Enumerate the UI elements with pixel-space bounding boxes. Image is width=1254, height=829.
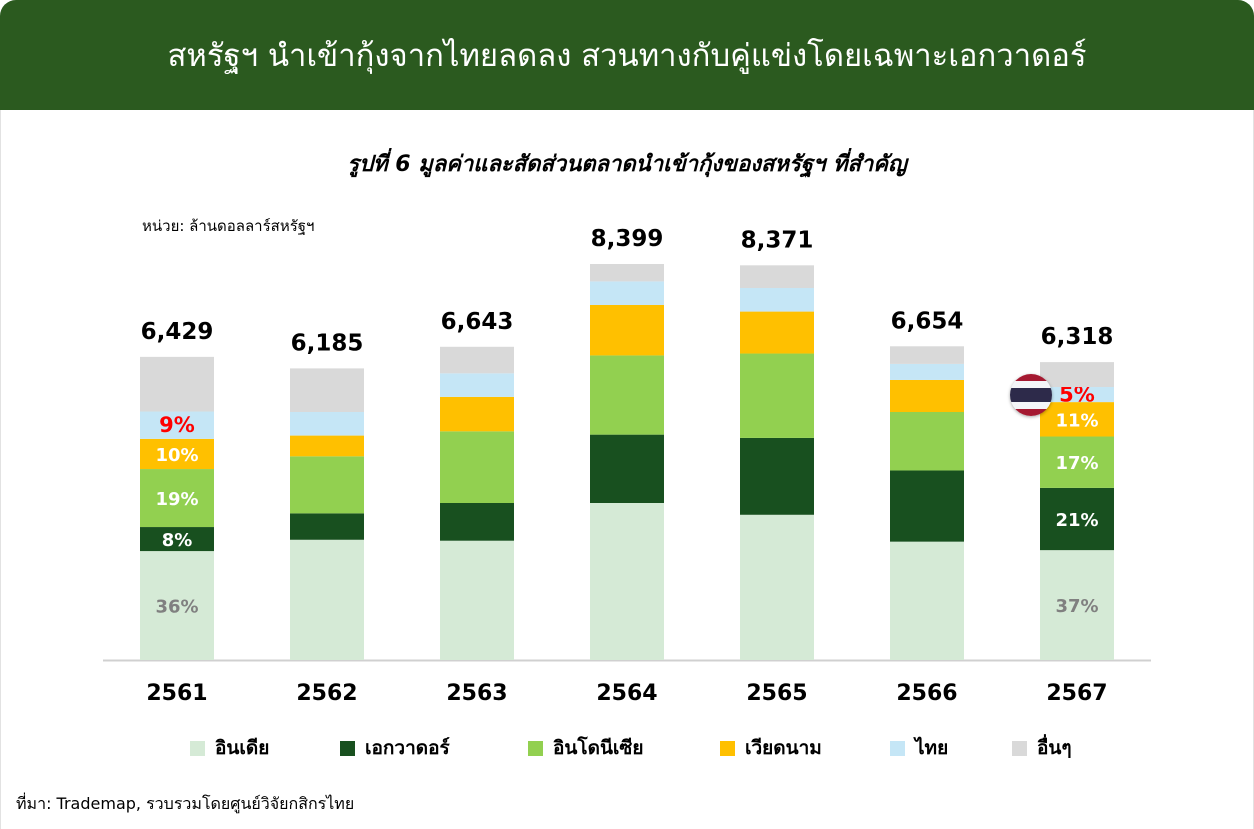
bar-segment-2561-4 [140,411,214,439]
bar-segment-2567-2 [1040,436,1114,488]
bar-segment-2562-4 [290,411,364,436]
share-label-2567-0: 37% [1055,596,1098,617]
bar-segment-2565-4 [740,287,814,312]
legend-label: อินเดีย [215,737,270,759]
bar-segment-2562-0 [290,539,364,660]
legend-swatch [1012,740,1027,756]
total-label-2562: 6,185 [291,330,364,356]
x-tick-label-2566: 2566 [896,681,957,706]
x-tick-label-2561: 2561 [146,681,207,706]
bar-segment-2563-5 [440,346,514,374]
bar-segment-2565-0 [740,514,814,660]
bar-segment-2567-1 [1040,487,1114,551]
bar-segment-2565-2 [740,353,814,438]
flag-stripe-red-bottom [1010,408,1052,416]
bar-segment-2566-0 [890,541,964,660]
bar-segment-2561-0 [140,551,214,660]
bar-segment-2562-2 [290,456,364,514]
share-label-2567-3: 11% [1055,410,1098,431]
page-title: สหรัฐฯ นำเข้ากุ้งจากไทยลดลง สวนทางกับคู่… [167,38,1087,74]
total-label-2563: 6,643 [441,309,514,335]
bar-segment-2564-1 [590,434,664,503]
total-label-2564: 8,399 [591,226,664,252]
legend-label: เอกวาดอร์ [365,737,450,759]
x-tick-label-2563: 2563 [446,681,507,706]
unit-label: หน่วย: ล้านดอลลาร์สหรัฐฯ [142,217,315,235]
legend-label: อินโดนีเซีย [553,737,644,759]
bar-segment-2563-2 [440,431,514,503]
share-label-2561-0: 36% [155,597,198,618]
legend-item-4: ไทย [890,733,948,763]
flag-stripe-red-top [1010,374,1052,381]
flag-stripe-white-bottom [1010,402,1052,409]
thailand-flag-icon [1010,374,1052,416]
total-label-2566: 6,654 [891,308,964,334]
bar-segment-2566-3 [890,379,964,412]
legend-swatch [190,740,205,756]
x-tick-label-2562: 2562 [296,681,357,706]
share-label-2561-4: 9% [159,413,195,437]
bar-segment-2563-0 [440,540,514,660]
x-tick-label-2567: 2567 [1046,681,1107,706]
legend-swatch [528,740,543,756]
legend-item-3: เวียดนาม [720,733,822,763]
header-banner: สหรัฐฯ นำเข้ากุ้งจากไทยลดลง สวนทางกับคู่… [0,0,1254,110]
share-label-2561-1: 8% [162,530,193,551]
flag-stripe-blue [1010,387,1052,402]
bar-segment-2567-5 [1040,362,1114,388]
bar-segment-2566-4 [890,363,964,380]
x-tick-label-2565: 2565 [746,681,807,706]
bar-segment-2564-0 [590,502,664,660]
source-note: ที่มา: Trademap, รวบรวมโดยศูนย์วิจัยกสิก… [16,794,355,813]
legend-swatch [340,740,355,756]
bar-segment-2562-5 [290,368,364,412]
total-label-2565: 8,371 [741,227,814,253]
bar-segment-2566-2 [890,411,964,471]
share-label-2561-2: 19% [155,489,198,510]
bar-segment-2562-3 [290,435,364,457]
bar-segment-2561-1 [140,527,214,552]
bar-segment-2566-5 [890,346,964,364]
bar-segment-2563-3 [440,396,514,432]
x-tick-label-2564: 2564 [596,681,657,706]
legend-swatch [890,740,905,756]
legend-item-2: อินโดนีเซีย [528,733,643,763]
bar-segment-2561-3 [140,438,214,470]
bar-segment-2565-3 [740,311,814,354]
bar-segment-2563-1 [440,502,514,541]
bar-segment-2562-1 [290,513,364,540]
bar-segment-2566-1 [890,470,964,542]
bar-segment-2563-4 [440,373,514,397]
bar-segment-2564-5 [590,264,664,282]
bar-segment-2567-4 [1040,387,1114,403]
bar-segment-2561-2 [140,469,214,528]
share-label-2567-2: 17% [1055,453,1098,474]
total-label-2561: 6,429 [141,319,214,345]
flag-stripe-white-top [1010,381,1052,388]
bar-segment-2567-3 [1040,402,1114,437]
share-label-2561-3: 10% [155,445,198,466]
bar-segment-2565-1 [740,437,814,515]
bar-segment-2564-2 [590,355,664,435]
bar-segment-2564-4 [590,281,664,305]
bar-segment-2561-5 [140,356,214,412]
legend-label: อื่นๆ [1037,737,1072,759]
bar-segment-2567-0 [1040,550,1114,660]
legend-swatch [720,740,735,756]
chart-legend: อินเดีย เอกวาดอร์ อินโดนีเซีย เวียดนาม ไทย อื… [0,733,1254,763]
figure-title: รูปที่ 6 มูลค่าและสัดส่วนตลาดนำเข้ากุ้งข… [347,152,907,177]
legend-item-5: อื่นๆ [1012,733,1072,763]
legend-label: เวียดนาม [745,737,822,759]
bar-segment-2564-3 [590,304,664,356]
legend-item-0: อินเดีย [190,733,269,763]
share-label-2567-1: 21% [1055,510,1098,531]
total-label-2567: 6,318 [1041,324,1114,350]
bar-segment-2565-5 [740,265,814,288]
legend-label: ไทย [915,737,949,759]
legend-item-1: เอกวาดอร์ [340,733,450,763]
